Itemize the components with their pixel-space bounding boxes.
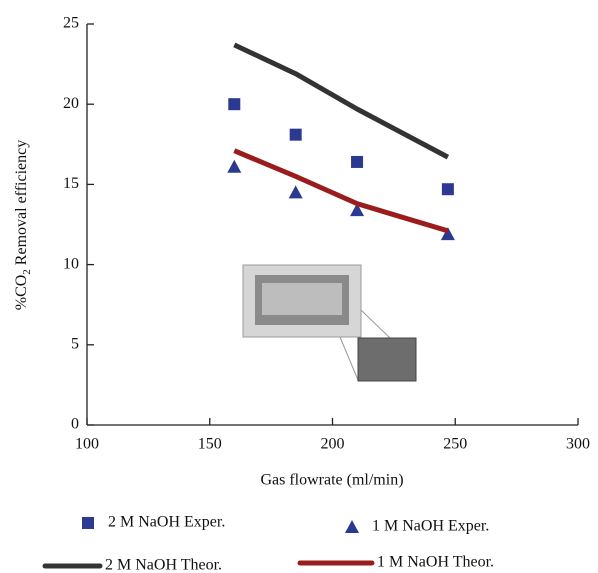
y-tick-label: 15: [63, 175, 79, 192]
legend-swatch: [345, 520, 359, 533]
data-point: [228, 98, 241, 111]
y-tick-label: 20: [63, 95, 79, 112]
legend-label: 2 M NaOH Exper.: [108, 514, 225, 531]
legend-swatch: [82, 517, 94, 529]
data-point: [441, 183, 454, 196]
theory-line: [233, 148, 449, 234]
x-tick-label: 300: [566, 436, 590, 453]
y-tick-label: 0: [71, 416, 79, 433]
theory-line: [233, 42, 450, 160]
y-tick-label: 25: [63, 15, 79, 32]
y-axis-label: %CO2 Removal efficiency: [13, 140, 33, 311]
legend-label: 2 M NaOH Theor.: [105, 557, 222, 573]
x-axis-label: Gas flowrate (ml/min): [260, 472, 403, 489]
data-point: [289, 128, 302, 141]
x-tick-label: 150: [198, 436, 222, 453]
data-point: [440, 227, 455, 241]
y-label-part: Removal efficiency: [13, 140, 30, 269]
x-tick-label: 200: [321, 436, 345, 453]
y-label-subscript: 2: [21, 269, 33, 275]
data-point: [351, 155, 364, 168]
legend-label: 1 M NaOH Theor.: [377, 554, 494, 571]
data-point: [288, 185, 303, 199]
x-tick-label: 100: [75, 436, 99, 453]
data-point: [227, 159, 242, 173]
data-point: [350, 203, 365, 217]
y-tick-label: 10: [63, 255, 79, 272]
inset-photo: [242, 264, 417, 382]
x-tick-label: 250: [443, 436, 467, 453]
y-tick-label: 5: [71, 335, 79, 352]
y-label-part: %CO: [13, 275, 30, 311]
legend-label: 1 M NaOH Exper.: [372, 518, 489, 535]
